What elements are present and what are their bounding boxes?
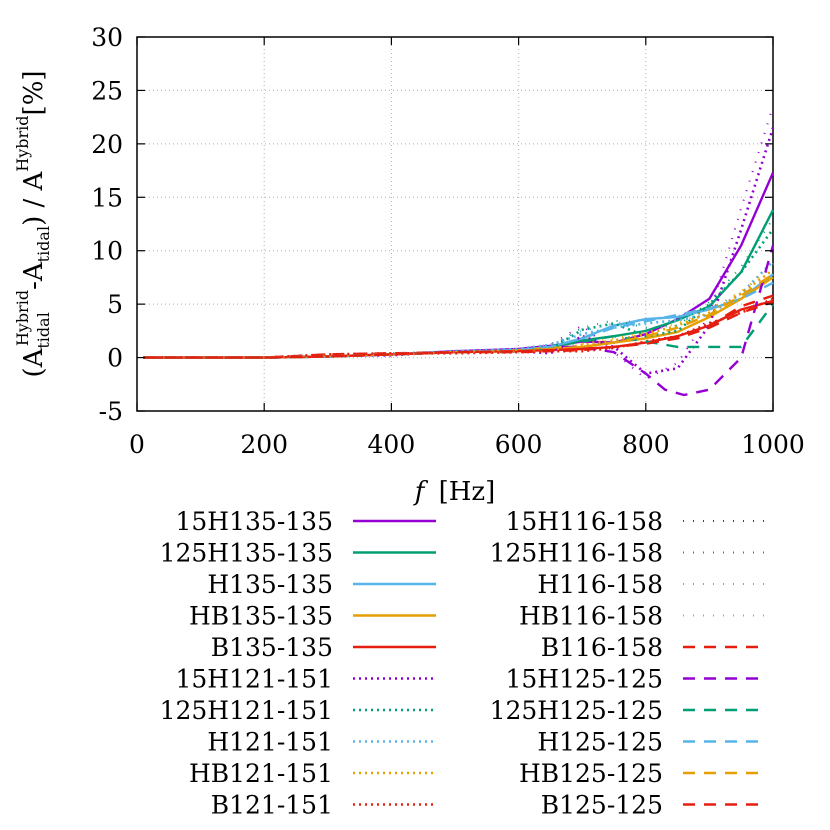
legend-label: 125H116-158 — [490, 539, 663, 568]
series-line-HB121-151 — [143, 268, 774, 359]
y-label-close: ) / A — [19, 170, 49, 225]
series-line-B135-135 — [143, 299, 774, 359]
series-line-HB116-158 — [143, 265, 774, 359]
legend-label: HB135-135 — [189, 602, 333, 631]
x-axis-label-var: f — [413, 477, 429, 507]
y-tick-label: 0 — [107, 344, 123, 373]
series-line-B116-158 — [143, 294, 774, 359]
legend-label: 125H125-125 — [490, 696, 663, 725]
y-tick-label: 10 — [91, 237, 123, 266]
x-axis-label: f [Hz] — [413, 477, 496, 507]
y-label-unit: [%] — [19, 70, 49, 115]
plot-area-frame — [136, 36, 774, 412]
series-line-125H121-151 — [143, 228, 775, 359]
series-line-H116-158 — [143, 262, 774, 359]
legend-label: HB125-125 — [519, 759, 663, 788]
x-tick-label: 1000 — [741, 430, 805, 459]
series-line-H125-125 — [143, 281, 774, 359]
legend-label: H116-158 — [537, 570, 663, 599]
legend-label: 15H125-125 — [506, 665, 664, 694]
x-tick-label: 400 — [368, 430, 416, 459]
series-line-H135-135 — [143, 273, 774, 359]
y-label-sub2: tidal — [34, 226, 53, 262]
legend-label: B116-158 — [541, 633, 663, 662]
y-axis-label: (AtidalHybrid-Atidal) / AHybrid[%] — [13, 70, 53, 377]
x-tick-label: 0 — [129, 430, 145, 459]
legend-label: H121-151 — [207, 728, 333, 757]
y-tick-label: 15 — [91, 183, 123, 212]
legend-label: H125-125 — [537, 728, 663, 757]
y-tick-label: 5 — [107, 290, 123, 319]
gridlines — [137, 37, 773, 411]
x-tick-label: 600 — [495, 430, 543, 459]
legend: 15H135-135125H135-135H135-135HB135-135B1… — [160, 507, 766, 820]
legend-label: HB121-151 — [189, 759, 333, 788]
series-line-H121-151 — [143, 260, 774, 359]
series-lines — [143, 106, 775, 397]
series-line-15H135-135 — [143, 172, 775, 359]
legend-label: B121-151 — [211, 791, 333, 820]
legend-label: H135-135 — [207, 570, 333, 599]
x-tick-label: 200 — [240, 430, 288, 459]
x-axis-label-unit: [Hz] — [439, 477, 496, 507]
y-tick-label: 30 — [91, 23, 123, 52]
y-label-sub1: tidal — [34, 312, 53, 348]
legend-label: B125-125 — [541, 791, 663, 820]
x-tick-label: 800 — [622, 430, 670, 459]
legend-label: 125H135-135 — [160, 539, 333, 568]
series-line-B125-125 — [143, 300, 774, 359]
legend-label: 15H121-151 — [176, 665, 334, 694]
y-label-sup2: Hybrid — [13, 115, 32, 171]
y-label-sup1: Hybrid — [13, 290, 32, 346]
series-line-B121-151 — [143, 297, 774, 359]
y-tick-label: 25 — [91, 76, 123, 105]
legend-label: 125H121-151 — [160, 696, 333, 725]
y-label-mid: -A — [19, 261, 49, 290]
legend-label: B135-135 — [211, 633, 333, 662]
legend-label: 15H116-158 — [506, 507, 664, 536]
y-tick-label: 20 — [91, 130, 123, 159]
y-label-open: (A — [19, 347, 49, 377]
legend-label: 15H135-135 — [176, 507, 334, 536]
y-tick-label: -5 — [99, 397, 123, 426]
legend-label: HB116-158 — [519, 602, 663, 631]
